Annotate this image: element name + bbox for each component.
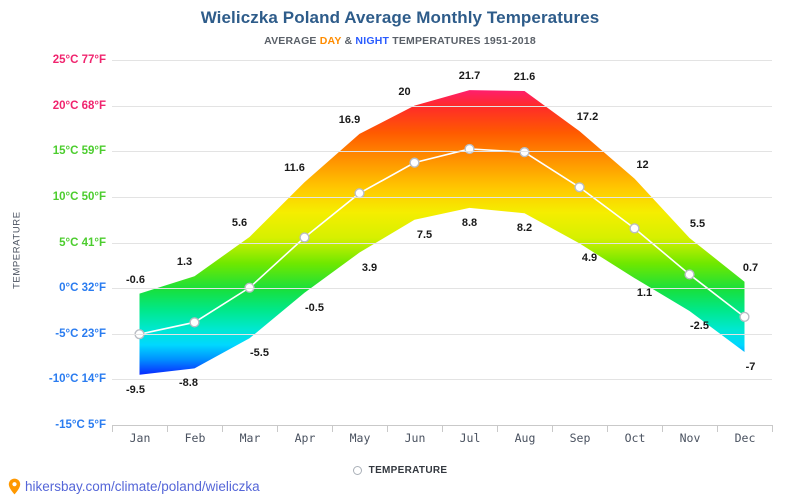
x-axis-label-may: May	[349, 431, 371, 445]
night-label-aug: 8.2	[516, 222, 533, 235]
x-axis-label-mar: Mar	[239, 431, 261, 445]
x-axis-label-nov: Nov	[679, 431, 701, 445]
data-point-marker[interactable]	[629, 223, 640, 234]
day-label-nov: 5.5	[689, 217, 706, 230]
data-point-marker[interactable]	[244, 282, 255, 293]
gridline	[112, 288, 772, 290]
chart-legend[interactable]: TEMPERATURE	[0, 465, 800, 476]
temperature-band	[134, 90, 750, 375]
y-tick-label: 5°C 41°F	[59, 236, 106, 249]
gridline	[112, 242, 772, 244]
day-label-sep: 17.2	[576, 111, 599, 124]
x-axis-tick	[497, 425, 498, 432]
x-axis-label-feb: Feb	[184, 431, 206, 445]
night-label-dec: -7	[745, 361, 756, 373]
x-axis-tick	[332, 425, 333, 432]
plot-area: -0.6 1.3 5.6 11.6 16.9 20 21.7 21.6 17.2 12 5.5 0.7…	[112, 60, 772, 426]
x-axis-tick	[222, 425, 223, 432]
day-label-oct: 12	[636, 158, 649, 171]
night-label-jul: 8.8	[461, 216, 478, 229]
day-label-feb: 1.3	[176, 256, 193, 269]
y-tick-label: -5°C 23°F	[55, 327, 106, 340]
data-point-marker[interactable]	[299, 232, 310, 243]
x-axis-label-dec: Dec	[734, 431, 756, 445]
gridline	[112, 151, 772, 153]
y-tick-label: 0°C 32°F	[59, 282, 106, 295]
day-label-jun: 20	[398, 85, 411, 98]
day-label-aug: 21.6	[513, 71, 536, 84]
x-axis-tick	[717, 425, 718, 432]
x-axis-tick	[387, 425, 388, 432]
subtitle-night: NIGHT	[355, 35, 390, 47]
x-axis-tick	[772, 425, 773, 432]
x-axis-label-oct: Oct	[624, 431, 646, 445]
subtitle-day: DAY	[319, 35, 342, 47]
x-axis-tick	[167, 425, 168, 432]
gridline	[112, 333, 772, 335]
subtitle-mid: &	[341, 35, 356, 47]
data-point-marker[interactable]	[684, 269, 695, 280]
y-tick-label: -15°C 5°F	[55, 419, 106, 431]
x-axis-label-apr: Apr	[294, 431, 316, 445]
y-tick-label: 20°C 68°F	[52, 99, 106, 112]
night-label-sep: 4.9	[581, 252, 598, 265]
x-axis-label-sep: Sep	[569, 431, 591, 445]
y-tick-label: -10°C 14°F	[48, 373, 106, 386]
night-label-oct: 1.1	[636, 287, 653, 300]
night-label-mar: -5.5	[250, 347, 269, 360]
x-axis-label-jun: Jun	[404, 431, 426, 445]
subtitle-pre: AVERAGE	[264, 35, 320, 47]
x-axis-label-jul: Jul	[459, 431, 481, 445]
night-label-apr: -0.5	[305, 301, 324, 314]
day-label-may: 16.9	[338, 113, 361, 126]
x-axis-tick	[662, 425, 663, 432]
day-label-jan: -0.6	[126, 273, 145, 286]
x-axis-tick	[112, 425, 113, 432]
legend-label: TEMPERATURE	[368, 465, 448, 476]
gridline	[112, 379, 772, 381]
day-label-dec: 0.7	[742, 261, 759, 274]
gridline	[112, 105, 772, 107]
gridline	[112, 196, 772, 198]
gridline	[112, 60, 772, 61]
data-point-marker[interactable]	[409, 157, 420, 168]
night-label-may: 3.9	[361, 261, 378, 274]
x-axis-label-jan: Jan	[129, 431, 151, 445]
night-label-jun: 7.5	[416, 228, 433, 241]
day-label-jul: 21.7	[458, 70, 481, 83]
night-label-nov: -2.5	[690, 319, 709, 332]
night-label-jan: -9.5	[126, 383, 145, 396]
location-pin-icon	[8, 478, 21, 495]
data-point-marker[interactable]	[189, 317, 200, 328]
day-label-mar: 5.6	[231, 217, 248, 230]
x-axis-label-aug: Aug	[514, 431, 536, 445]
y-tick-label: 15°C 59°F	[52, 145, 106, 158]
source-url[interactable]: hikersbay.com/climate/poland/wieliczka	[25, 479, 260, 494]
data-point-marker[interactable]	[464, 143, 475, 155]
data-point-marker[interactable]	[739, 311, 750, 322]
x-axis-tick	[607, 425, 608, 432]
y-tick-label: 10°C 50°F	[52, 190, 106, 203]
night-label-feb: -8.8	[179, 377, 198, 390]
x-axis-tick	[552, 425, 553, 432]
day-label-apr: 11.6	[284, 162, 305, 175]
y-tick-label: 25°C 77°F	[52, 54, 106, 66]
data-point-marker[interactable]	[574, 182, 585, 193]
x-axis-tick	[277, 425, 278, 432]
subtitle-post: TEMPERATURES 1951-2018	[389, 35, 536, 47]
circle-marker-icon	[352, 466, 362, 475]
page-title: Wieliczka Poland Average Monthly Tempera…	[200, 8, 600, 27]
source-footer[interactable]: hikersbay.com/climate/poland/wieliczka	[8, 478, 260, 495]
x-axis-tick	[442, 425, 443, 432]
chart-subtitle: AVERAGE DAY & NIGHT TEMPERATURES 1951-20…	[0, 35, 800, 47]
